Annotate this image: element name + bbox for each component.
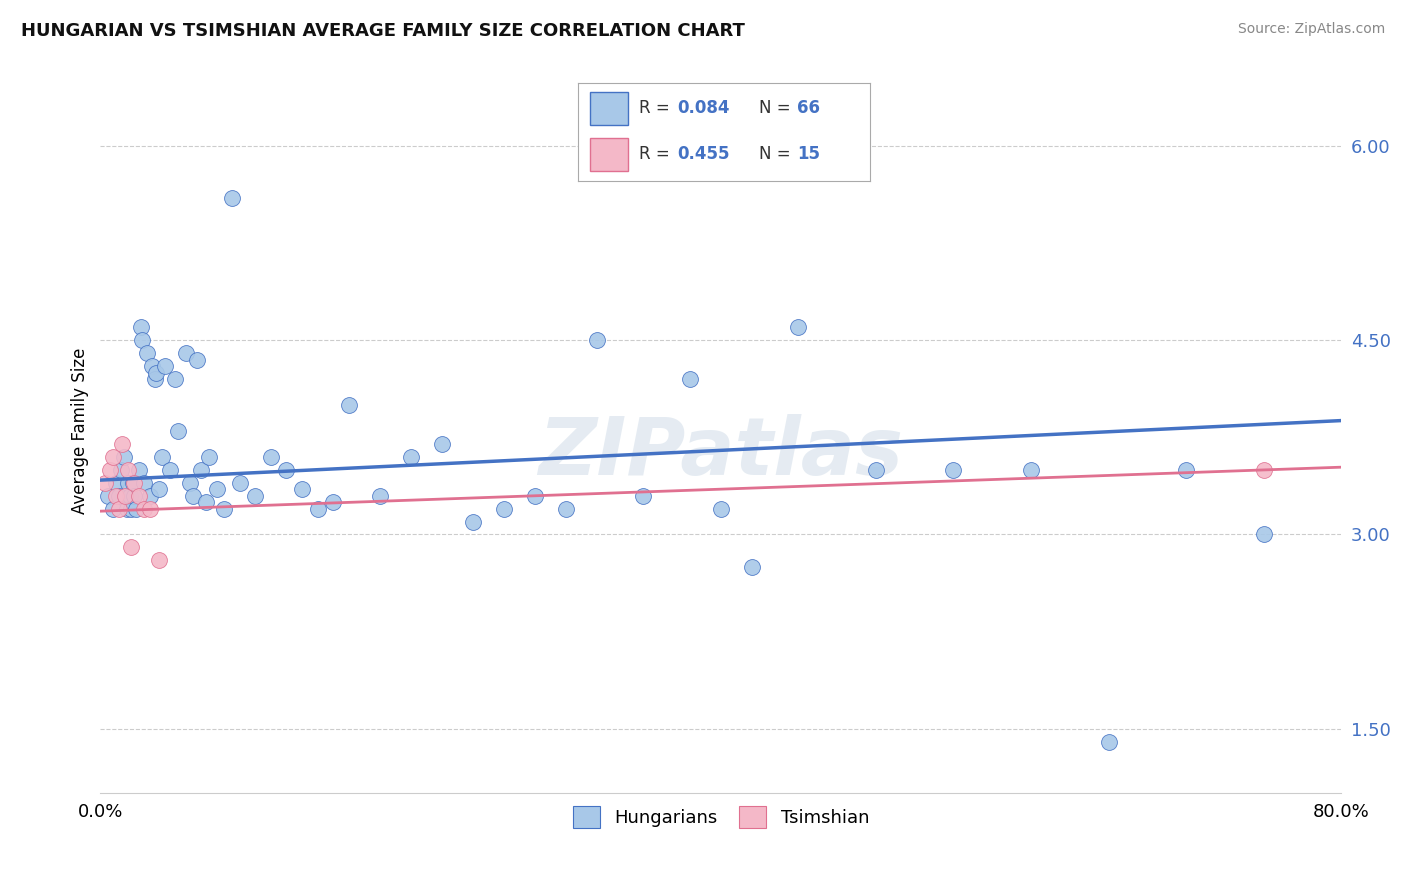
Point <box>98 463 121 477</box>
Point <box>174 346 197 360</box>
Point <box>124 489 146 503</box>
Point <box>337 398 360 412</box>
Point <box>198 450 221 464</box>
Legend: Hungarians, Tsimshian: Hungarians, Tsimshian <box>565 798 876 835</box>
Point <box>307 501 329 516</box>
Point <box>128 463 150 477</box>
Point <box>291 482 314 496</box>
Point <box>139 501 162 516</box>
Point <box>115 501 138 516</box>
Point <box>1097 734 1119 748</box>
Point <box>108 489 131 503</box>
Point <box>141 359 163 374</box>
Point <box>260 450 283 464</box>
Point <box>245 489 267 503</box>
Point <box>101 450 124 464</box>
Point <box>942 463 965 477</box>
Point <box>1019 463 1042 477</box>
Point <box>131 334 153 348</box>
Point <box>120 541 142 555</box>
Point <box>276 463 298 477</box>
Point <box>229 475 252 490</box>
Point <box>183 489 205 503</box>
Point <box>194 495 217 509</box>
Point <box>114 489 136 503</box>
Point <box>322 495 344 509</box>
Point <box>1175 463 1198 477</box>
Point <box>152 450 174 464</box>
Point <box>554 501 576 516</box>
Point <box>104 475 127 490</box>
Point <box>523 489 546 503</box>
Y-axis label: Average Family Size: Average Family Size <box>72 348 89 514</box>
Point <box>128 489 150 503</box>
Point <box>139 489 162 503</box>
Point <box>214 501 236 516</box>
Point <box>97 489 120 503</box>
Point <box>461 515 484 529</box>
Point <box>148 553 170 567</box>
Point <box>190 463 212 477</box>
Point <box>1253 463 1275 477</box>
Point <box>368 489 391 503</box>
Point <box>585 334 607 348</box>
Point <box>143 372 166 386</box>
Point <box>110 463 132 477</box>
Point <box>112 450 135 464</box>
Point <box>132 501 155 516</box>
Point <box>633 489 655 503</box>
Point <box>221 191 243 205</box>
Point <box>1253 527 1275 541</box>
Text: HUNGARIAN VS TSIMSHIAN AVERAGE FAMILY SIZE CORRELATION CHART: HUNGARIAN VS TSIMSHIAN AVERAGE FAMILY SI… <box>21 22 745 40</box>
Point <box>741 559 763 574</box>
Point <box>399 450 422 464</box>
Point <box>148 482 170 496</box>
Point <box>492 501 515 516</box>
Point <box>155 359 177 374</box>
Point <box>125 501 148 516</box>
Point <box>163 372 186 386</box>
Point <box>129 320 152 334</box>
Point <box>118 489 141 503</box>
Point <box>865 463 887 477</box>
Point <box>101 501 124 516</box>
Text: ZIPatlas: ZIPatlas <box>538 414 903 491</box>
Point <box>132 475 155 490</box>
Point <box>122 475 145 490</box>
Text: Source: ZipAtlas.com: Source: ZipAtlas.com <box>1237 22 1385 37</box>
Point <box>787 320 810 334</box>
Point <box>124 475 146 490</box>
Point <box>117 475 139 490</box>
Point <box>111 437 134 451</box>
Point <box>430 437 453 451</box>
Point <box>108 501 131 516</box>
Point <box>159 463 181 477</box>
Point <box>104 489 127 503</box>
Point <box>135 346 157 360</box>
Point <box>186 352 208 367</box>
Point <box>94 475 117 490</box>
Point <box>114 489 136 503</box>
Point <box>179 475 201 490</box>
Point <box>205 482 228 496</box>
Point <box>120 501 142 516</box>
Point <box>167 424 190 438</box>
Point <box>710 501 733 516</box>
Point <box>679 372 702 386</box>
Point <box>117 463 139 477</box>
Point <box>145 366 167 380</box>
